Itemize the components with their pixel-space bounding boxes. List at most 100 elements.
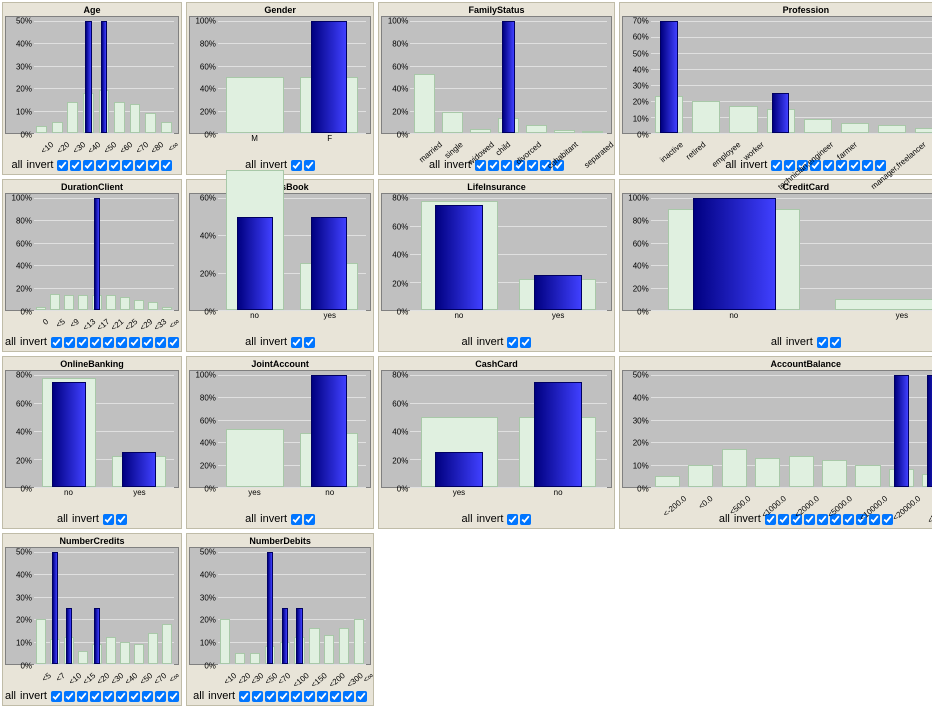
all-link[interactable]: all (725, 159, 736, 171)
invert-link[interactable]: invert (20, 690, 47, 702)
category-checkbox[interactable] (527, 160, 538, 171)
invert-link[interactable]: invert (477, 336, 504, 348)
category-checkbox[interactable] (129, 337, 140, 348)
category-checkbox[interactable] (116, 337, 127, 348)
invert-link[interactable]: invert (27, 159, 54, 171)
invert-link[interactable]: invert (208, 690, 235, 702)
category-checkbox[interactable] (849, 160, 860, 171)
category-checkbox[interactable] (90, 337, 101, 348)
invert-link[interactable]: invert (72, 513, 99, 525)
all-link[interactable]: all (5, 690, 16, 702)
category-checkbox[interactable] (96, 160, 107, 171)
category-checkbox[interactable] (304, 160, 315, 171)
category-checkbox[interactable] (291, 337, 302, 348)
category-checkbox[interactable] (135, 160, 146, 171)
background-bar (148, 633, 158, 664)
chart-grid: Age0%10%20%30%40%50%<10<20<30<40<50<60<7… (0, 0, 932, 708)
category-checkbox[interactable] (142, 691, 153, 702)
category-checkbox[interactable] (64, 691, 75, 702)
category-checkbox[interactable] (317, 691, 328, 702)
category-checkbox[interactable] (168, 691, 179, 702)
category-checkbox[interactable] (817, 337, 828, 348)
category-checkbox[interactable] (77, 691, 88, 702)
category-checkbox[interactable] (116, 514, 127, 525)
category-checkbox[interactable] (155, 337, 166, 348)
category-checkbox[interactable] (507, 514, 518, 525)
category-checkbox[interactable] (501, 160, 512, 171)
y-tick-label: 0% (382, 308, 408, 317)
category-checkbox[interactable] (830, 337, 841, 348)
category-checkbox[interactable] (129, 691, 140, 702)
category-checkbox[interactable] (330, 691, 341, 702)
all-link[interactable]: all (12, 159, 23, 171)
all-link[interactable]: all (57, 513, 68, 525)
category-checkbox[interactable] (488, 160, 499, 171)
bar-slot (689, 21, 724, 133)
category-checkbox[interactable] (823, 160, 834, 171)
category-checkbox[interactable] (109, 160, 120, 171)
category-checkbox[interactable] (77, 337, 88, 348)
invert-link[interactable]: invert (260, 513, 287, 525)
category-checkbox[interactable] (252, 691, 263, 702)
invert-link[interactable]: invert (740, 159, 767, 171)
category-checkbox[interactable] (168, 337, 179, 348)
all-link[interactable]: all (245, 336, 256, 348)
all-link[interactable]: all (5, 336, 16, 348)
category-checkbox[interactable] (265, 691, 276, 702)
category-checkbox[interactable] (291, 160, 302, 171)
category-checkbox[interactable] (57, 160, 68, 171)
category-checkbox[interactable] (103, 691, 114, 702)
category-checkbox[interactable] (843, 514, 854, 525)
category-checkbox[interactable] (520, 514, 531, 525)
category-checkbox[interactable] (148, 160, 159, 171)
invert-link[interactable]: invert (786, 336, 813, 348)
category-checkbox[interactable] (51, 691, 62, 702)
category-checkbox[interactable] (116, 691, 127, 702)
all-link[interactable]: all (462, 513, 473, 525)
bar-slot (91, 552, 103, 664)
category-checkbox[interactable] (771, 160, 782, 171)
category-checkbox[interactable] (239, 691, 250, 702)
category-checkbox[interactable] (862, 160, 873, 171)
category-checkbox[interactable] (507, 337, 518, 348)
plot-area (651, 198, 932, 310)
invert-link[interactable]: invert (477, 513, 504, 525)
all-link[interactable]: all (719, 513, 730, 525)
invert-link[interactable]: invert (734, 513, 761, 525)
category-checkbox[interactable] (778, 514, 789, 525)
category-checkbox[interactable] (875, 160, 886, 171)
category-checkbox[interactable] (51, 337, 62, 348)
category-checkbox[interactable] (64, 337, 75, 348)
category-checkbox[interactable] (804, 514, 815, 525)
category-checkbox[interactable] (103, 514, 114, 525)
category-checkbox[interactable] (304, 337, 315, 348)
category-checkbox[interactable] (90, 691, 101, 702)
category-checkbox[interactable] (817, 514, 828, 525)
invert-link[interactable]: invert (260, 336, 287, 348)
category-checkbox[interactable] (278, 691, 289, 702)
category-checkbox[interactable] (356, 691, 367, 702)
filter-controls: all invert (189, 335, 371, 349)
category-checkbox[interactable] (304, 514, 315, 525)
category-checkbox[interactable] (155, 691, 166, 702)
category-checkbox[interactable] (122, 160, 133, 171)
all-link[interactable]: all (462, 336, 473, 348)
category-checkbox[interactable] (343, 691, 354, 702)
category-checkbox[interactable] (83, 160, 94, 171)
y-tick-label: 0% (190, 485, 216, 494)
all-link[interactable]: all (429, 159, 440, 171)
category-checkbox[interactable] (142, 337, 153, 348)
background-bar (78, 295, 88, 310)
all-link[interactable]: all (245, 513, 256, 525)
all-link[interactable]: all (771, 336, 782, 348)
invert-link[interactable]: invert (20, 336, 47, 348)
category-checkbox[interactable] (291, 691, 302, 702)
category-checkbox[interactable] (70, 160, 81, 171)
category-checkbox[interactable] (161, 160, 172, 171)
category-checkbox[interactable] (291, 514, 302, 525)
bar-slot (919, 375, 932, 487)
all-link[interactable]: all (193, 690, 204, 702)
category-checkbox[interactable] (520, 337, 531, 348)
category-checkbox[interactable] (304, 691, 315, 702)
category-checkbox[interactable] (103, 337, 114, 348)
